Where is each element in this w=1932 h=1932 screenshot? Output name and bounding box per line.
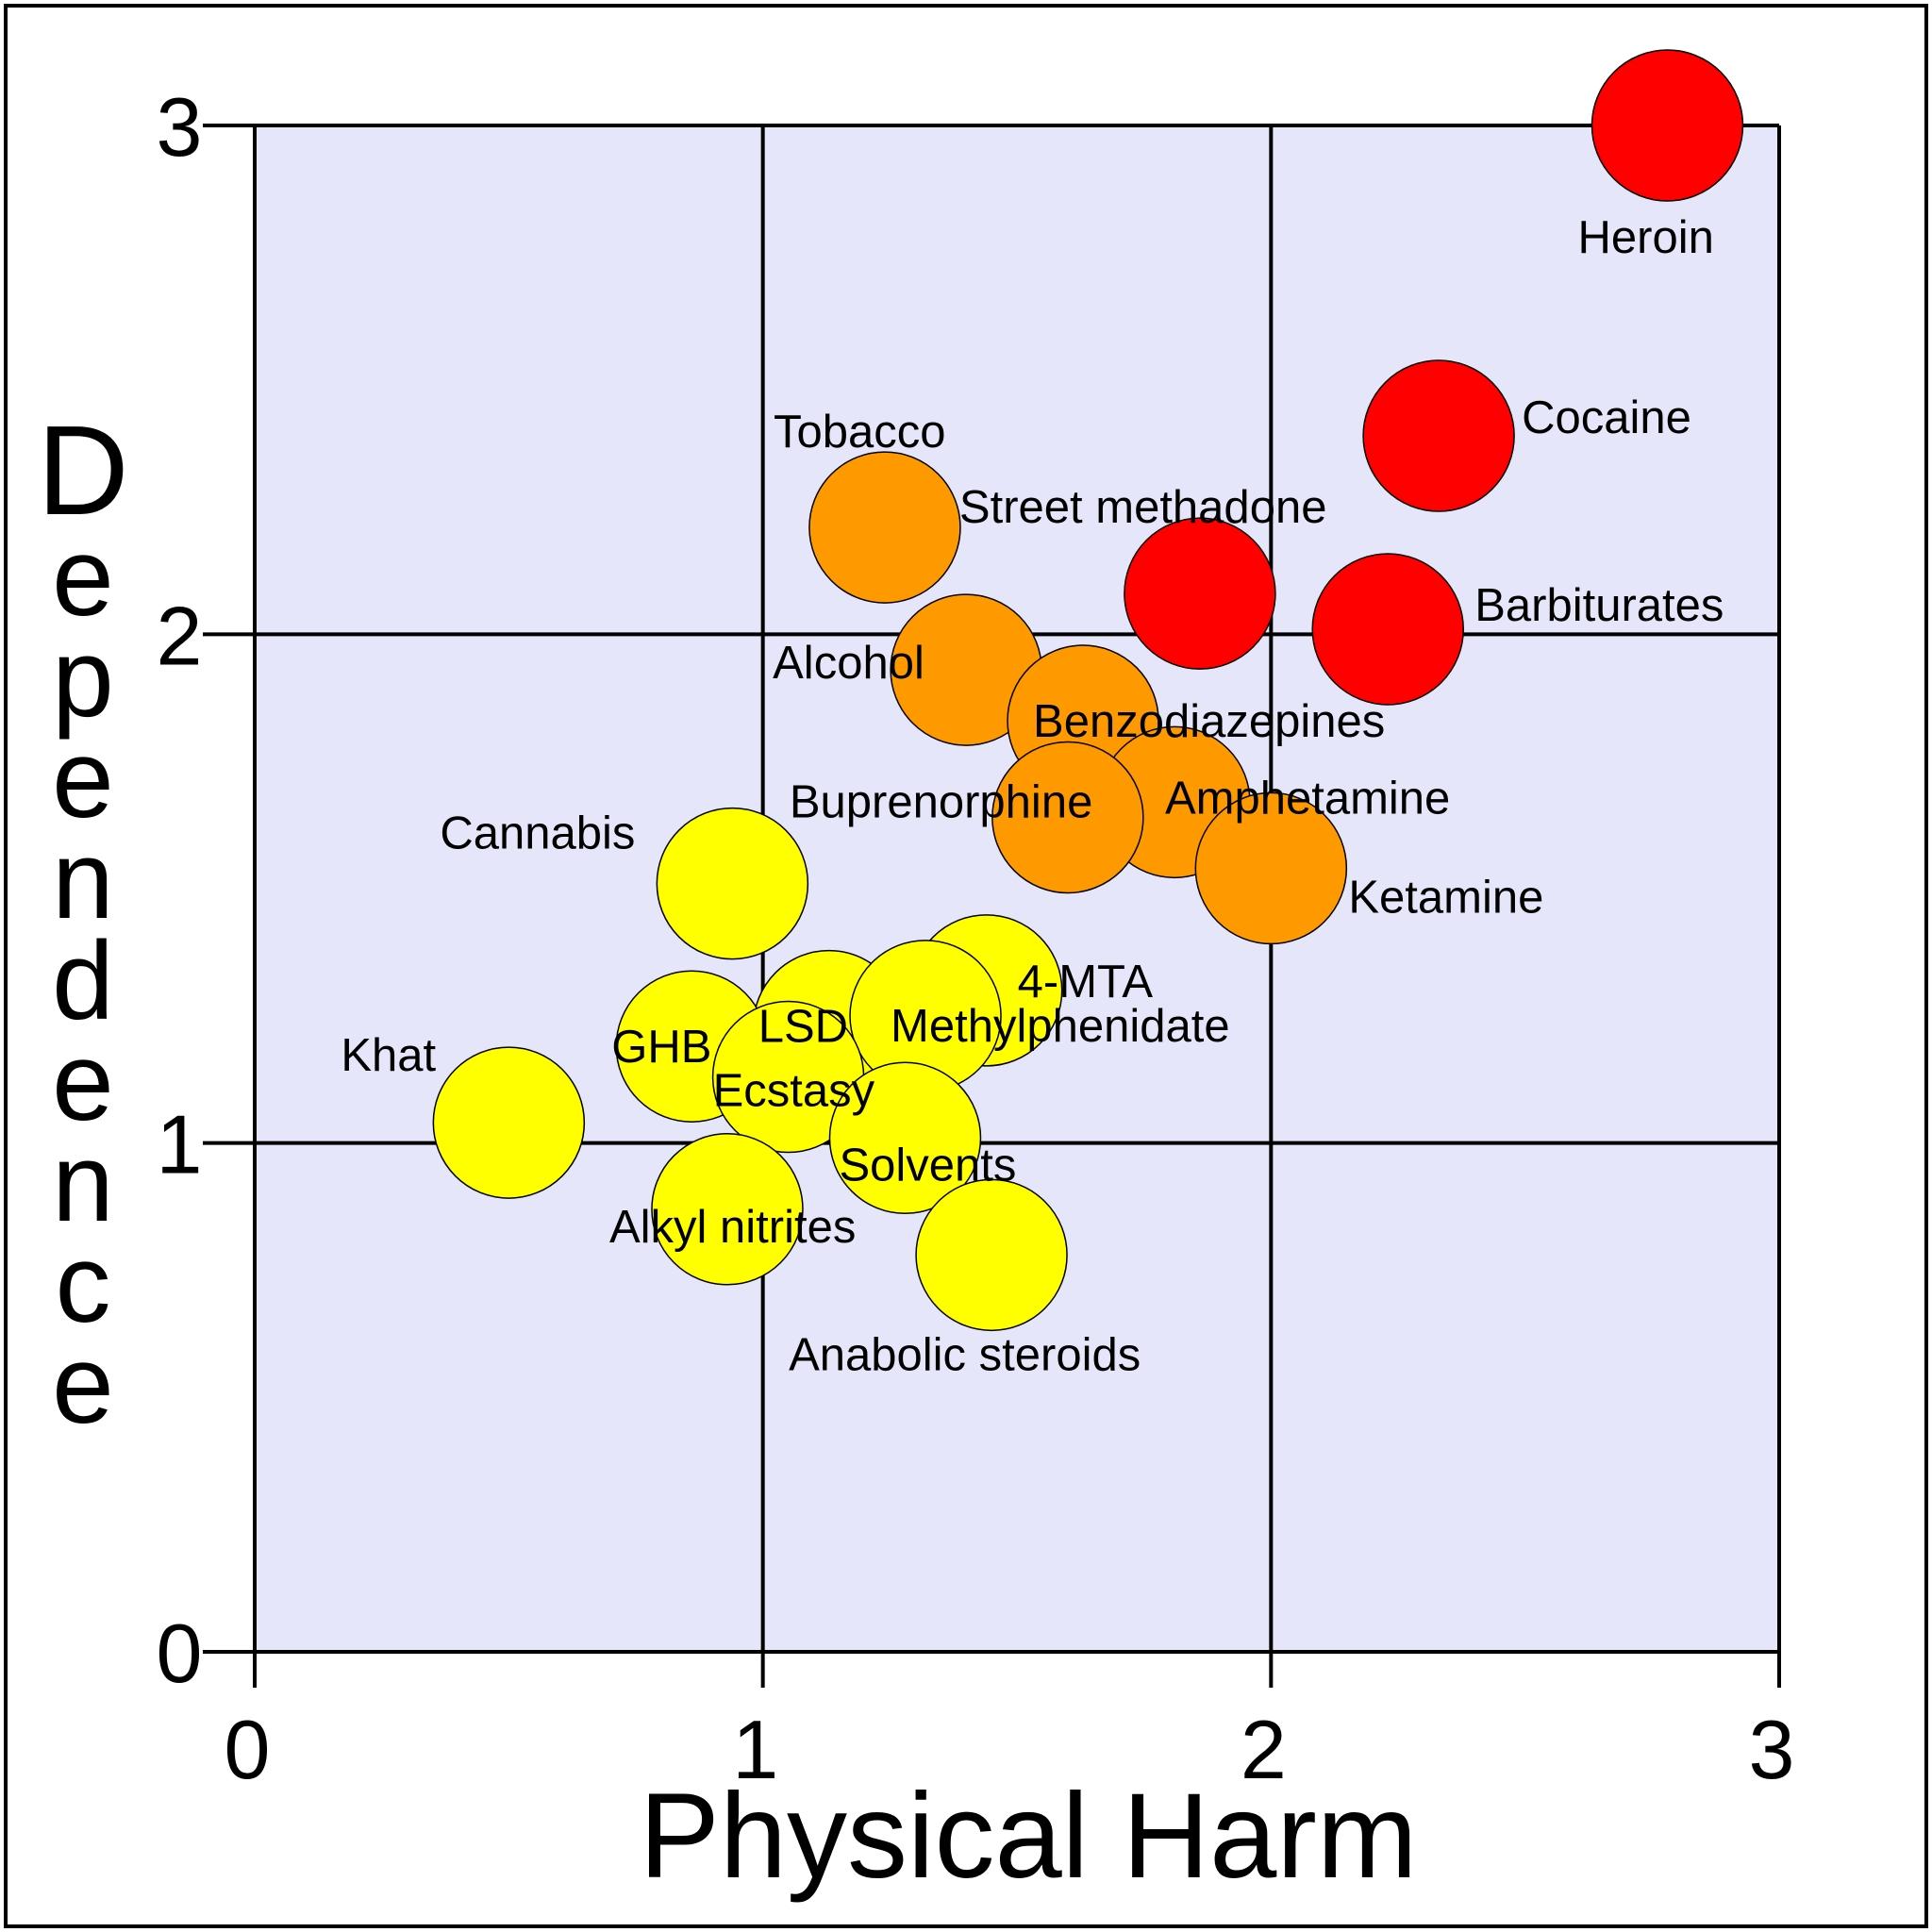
label-alcohol: Alcohol [773, 638, 924, 689]
point-cannabis [656, 807, 809, 960]
point-heroin [1591, 49, 1744, 202]
data-points [432, 49, 1744, 1332]
label-heroin: Heroin [1577, 212, 1713, 263]
label-khat: Khat [341, 1030, 436, 1081]
y-axis-title-letter: d [52, 919, 114, 1043]
point-khat [432, 1046, 586, 1199]
y-tick-label: 2 [157, 589, 203, 682]
label-amphetamine: Amphetamine [1165, 773, 1450, 824]
y-axis-title-letter: e [52, 1323, 114, 1447]
y-tick-label: 1 [157, 1098, 203, 1191]
y-axis-title-letter: p [52, 616, 114, 741]
x-tick-label: 0 [225, 1703, 271, 1796]
label-4-mta: 4-MTA [1018, 957, 1154, 1008]
label-benzodiazepines: Benzodiazepines [1033, 696, 1385, 747]
label-ghb: GHB [611, 1022, 711, 1073]
y-axis-title-letter: e [52, 1020, 114, 1144]
label-lsd: LSD [758, 1002, 848, 1053]
label-solvents: Solvents [839, 1140, 1016, 1191]
point-tobacco [808, 451, 961, 604]
point-solvents [828, 1061, 982, 1215]
point-street-methadone [1124, 517, 1276, 670]
label-cannabis: Cannabis [440, 808, 635, 859]
label-methylphenidate: Methylphenidate [891, 1001, 1230, 1052]
plot-background [255, 125, 1779, 1652]
point-anabolic-steroids [915, 1178, 1068, 1332]
x-axis-title: Physical Harm [639, 1769, 1417, 1904]
label-alkyl-nitrites: Alkyl nitrites [609, 1202, 856, 1253]
point-labels: Heroin Cocaine Street methadone Barbiturate… [341, 212, 1724, 1380]
point-ketamine [1194, 791, 1348, 945]
y-axis-title-letter: n [52, 818, 114, 942]
x-tick-label: 1 [732, 1703, 778, 1796]
label-street-methadone: Street methadone [959, 482, 1327, 533]
label-barbiturates: Barbiturates [1474, 580, 1724, 631]
y-axis-title-letter: e [52, 717, 114, 841]
point-alkyl-nitrites [651, 1133, 804, 1286]
y-tick-label: 3 [157, 80, 203, 174]
y-axis-title-letter: D [37, 399, 129, 541]
label-cocaine: Cocaine [1522, 392, 1691, 443]
point-cocaine [1362, 359, 1515, 512]
label-ecstasy: Ecstasy [713, 1066, 875, 1117]
axis-ticks: 0 1 2 3 0 1 2 3 [157, 80, 1795, 1796]
label-anabolic-steroids: Anabolic steroids [789, 1329, 1141, 1380]
point-buprenorphine [991, 741, 1144, 894]
grid-lines [203, 124, 1781, 1688]
x-tick-label: 3 [1749, 1703, 1795, 1796]
y-tick-label: 0 [157, 1607, 203, 1700]
label-tobacco: Tobacco [774, 407, 946, 458]
label-ketamine: Ketamine [1348, 872, 1543, 923]
point-barbiturates [1311, 553, 1464, 706]
y-axis-title-letter: c [56, 1222, 111, 1346]
y-axis-title-letter: n [52, 1121, 114, 1245]
x-tick-label: 2 [1241, 1703, 1287, 1796]
label-buprenorphine: Buprenorphine [790, 776, 1092, 827]
y-axis-title-letter: e [52, 515, 114, 640]
